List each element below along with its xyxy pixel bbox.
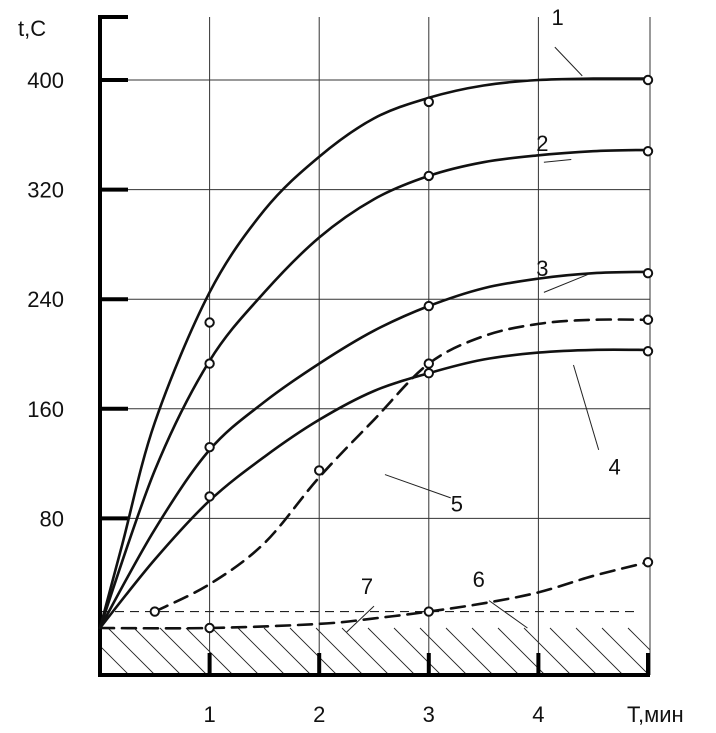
hatch-line bbox=[523, 627, 572, 675]
marker-curve-3 bbox=[204, 441, 215, 453]
marker-curve-6 bbox=[642, 557, 654, 568]
marker-curve-3 bbox=[423, 300, 434, 312]
hatch-line bbox=[30, 628, 77, 675]
y-tick-label: 400 bbox=[27, 68, 64, 93]
marker-curve-6 bbox=[204, 622, 215, 634]
curve-2 bbox=[98, 148, 650, 630]
y-tick-label: 160 bbox=[27, 397, 64, 422]
hatch-line bbox=[680, 628, 716, 675]
hatch-line bbox=[211, 627, 260, 675]
marker-curve-5 bbox=[423, 358, 434, 369]
curve-1 bbox=[98, 77, 650, 630]
curves bbox=[98, 77, 650, 630]
marker-curve-1 bbox=[204, 317, 215, 328]
y-axis-label: t,C bbox=[18, 16, 46, 41]
hatch-line bbox=[419, 627, 468, 675]
leader-line-2 bbox=[543, 158, 572, 163]
leader-lines bbox=[346, 46, 600, 633]
hatch-line bbox=[315, 627, 364, 675]
hatch-line bbox=[159, 627, 208, 675]
hatch-line bbox=[471, 627, 520, 675]
hatched-band bbox=[0, 627, 716, 675]
hatch-line bbox=[654, 628, 701, 675]
leader-line-5 bbox=[384, 474, 451, 499]
hatch-line bbox=[627, 627, 650, 651]
curve-3 bbox=[98, 270, 650, 630]
hatch-line bbox=[133, 627, 182, 675]
marker-curve-5 bbox=[149, 606, 161, 617]
curve-label-2: 2 bbox=[536, 131, 548, 156]
hatch-line bbox=[0, 628, 25, 675]
y-tick-label: 240 bbox=[27, 287, 64, 312]
y-tick-label: 80 bbox=[40, 506, 64, 531]
hatch-line bbox=[263, 627, 312, 675]
marker-curve-5 bbox=[642, 314, 654, 325]
x-tick-label: 2 bbox=[313, 702, 325, 727]
curve-label-6: 6 bbox=[473, 567, 485, 592]
y-tick-label: 320 bbox=[27, 178, 64, 203]
marker-curve-4 bbox=[204, 491, 215, 502]
hatch-line bbox=[601, 627, 650, 675]
hatch-line bbox=[100, 645, 130, 675]
marker-curve-5 bbox=[314, 465, 325, 476]
leader-line-1 bbox=[554, 46, 583, 77]
hatch-line bbox=[706, 628, 716, 675]
marker-curve-1 bbox=[642, 74, 654, 86]
marker-curve-4 bbox=[423, 367, 434, 379]
curve-label-1: 1 bbox=[552, 5, 564, 30]
marker-curve-1 bbox=[423, 96, 434, 108]
grid bbox=[100, 17, 651, 675]
curve-label-4: 4 bbox=[609, 455, 621, 480]
curve-label-3: 3 bbox=[536, 256, 548, 281]
hatch-line bbox=[237, 627, 286, 675]
hatch-line bbox=[445, 627, 494, 675]
curve-label-7: 7 bbox=[361, 574, 373, 599]
leader-line-4 bbox=[572, 364, 600, 451]
labels: 1 2 3 4 80 160 240 320 400 t,C T,мин 1 2 3 4 5 6 7 bbox=[18, 5, 684, 727]
hatch-line bbox=[393, 627, 442, 675]
hatch-line bbox=[549, 627, 598, 675]
curve-label-5: 5 bbox=[451, 492, 463, 517]
marker-curve-2 bbox=[423, 170, 434, 182]
leader-line-3 bbox=[543, 274, 588, 293]
marker-curve-3 bbox=[642, 267, 654, 279]
hatch-line bbox=[575, 627, 624, 675]
marker-curve-2 bbox=[642, 146, 654, 157]
marker-curve-6 bbox=[423, 606, 434, 617]
leader-line-7 bbox=[346, 605, 375, 633]
leader-line-6 bbox=[488, 600, 528, 629]
marker-curve-4 bbox=[642, 346, 654, 357]
hatch-line bbox=[367, 627, 416, 675]
curve-4 bbox=[98, 348, 650, 630]
data-markers bbox=[149, 74, 654, 634]
hatch-line bbox=[289, 627, 338, 675]
x-tick-label: 4 bbox=[532, 702, 544, 727]
x-axis-label: T,мин bbox=[627, 702, 684, 727]
axes bbox=[98, 15, 650, 677]
x-tick-label: 3 bbox=[423, 702, 435, 727]
marker-curve-2 bbox=[204, 358, 215, 369]
hatch-line bbox=[100, 671, 104, 675]
curve-5 bbox=[153, 318, 650, 613]
hatch-line bbox=[341, 627, 390, 675]
curve-6 bbox=[98, 560, 650, 630]
hatch-line bbox=[4, 628, 51, 675]
hatch-line bbox=[107, 627, 156, 675]
x-tick-label: 1 bbox=[203, 702, 215, 727]
